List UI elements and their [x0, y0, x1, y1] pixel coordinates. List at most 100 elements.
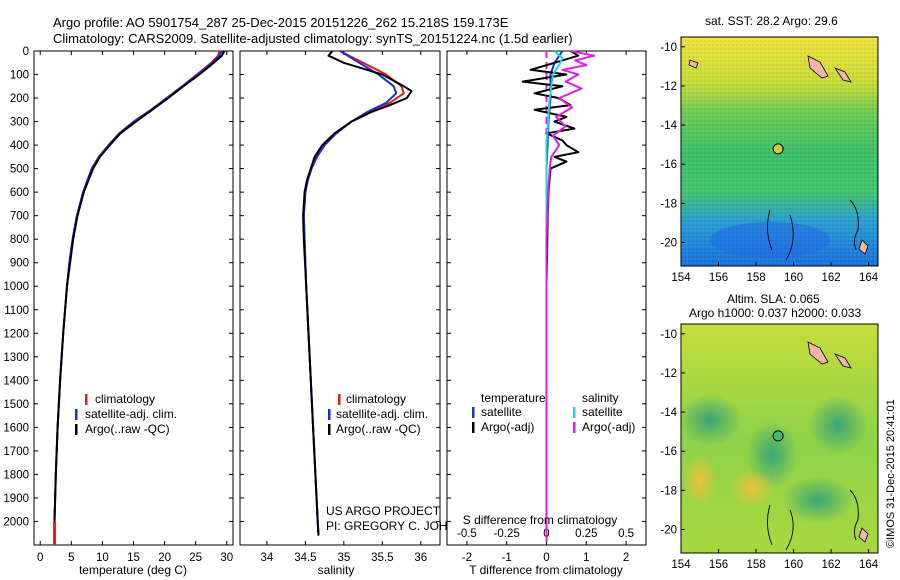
- lat-tick-label: -20: [660, 238, 677, 250]
- lon-tick-label: 160: [784, 559, 803, 571]
- depth-tick-label: 2000: [3, 516, 29, 528]
- depth-tick-label: 1000: [3, 281, 29, 293]
- legend-swatch-climatology: [85, 394, 88, 405]
- sla-high-patch: [730, 468, 774, 508]
- depth-tick-label: 600: [10, 187, 29, 199]
- x-tick-label: -2: [462, 552, 472, 564]
- legend-satellite-adj: satellite-adj. clim.: [85, 407, 177, 421]
- lon-tick-label: 164: [859, 559, 879, 571]
- legend-swatch-satellite: [328, 409, 331, 420]
- lon-tick-label: 162: [822, 559, 841, 571]
- depth-tick-label: 700: [10, 211, 29, 223]
- x-tick-label: 25: [189, 552, 202, 564]
- sla-high-patch: [682, 454, 718, 506]
- legend-swatch-argo: [328, 424, 331, 435]
- legend-argo: Argo(..raw -QC): [85, 422, 170, 436]
- x-tick-label: 2: [623, 552, 629, 564]
- sla-low-patch: [782, 476, 854, 524]
- lon-tick-label: 154: [671, 272, 691, 284]
- lon-tick-label: 156: [709, 559, 728, 571]
- x-tick-label: 10: [96, 552, 109, 564]
- lat-tick-label: -16: [660, 159, 677, 171]
- depth-tick-label: 800: [10, 234, 29, 246]
- legend-s-satellite: satellite: [582, 405, 623, 419]
- salinity-x-label: salinity: [318, 563, 355, 577]
- lon-tick-label: 156: [709, 272, 728, 284]
- legend-s-argo: Argo(-adj): [582, 420, 635, 434]
- imos-timestamp: ©IMOS 31-Dec-2015 20:41:01: [885, 399, 897, 548]
- salinity-panel: 34 34.5 35 35.5 36 salinity climatology sate…: [239, 50, 482, 577]
- lon-tick-label: 158: [746, 559, 765, 571]
- lat-tick-label: -18: [660, 198, 677, 210]
- lat-tick-label: -16: [660, 446, 677, 458]
- lon-tick-label: 162: [822, 272, 841, 284]
- lat-tick-label: -12: [660, 368, 677, 380]
- legend-argo: Argo(..raw -QC): [336, 422, 421, 436]
- salinity-series: [302, 50, 413, 536]
- sla-map: Altim. SLA: 0.065 Argo h1000: 0.037 h200…: [660, 292, 878, 571]
- difference-y-ticks: [447, 50, 646, 522]
- s-tick-label: -0.5: [457, 528, 477, 540]
- depth-tick-label: 1600: [3, 422, 29, 434]
- sla-map-title1: Altim. SLA: 0.065: [727, 292, 820, 306]
- temperature-axes: [33, 50, 234, 546]
- salinity-x-ticks: 34 34.5 35 35.5 36: [261, 51, 427, 564]
- legend-swatch-s-argo: [573, 422, 576, 433]
- figure-title-line1: Argo profile: AO 5901754_287 25-Dec-2015…: [53, 15, 509, 30]
- legend-salinity-heading: salinity: [582, 391, 619, 405]
- x-tick-label: 0: [37, 552, 43, 564]
- x-tick-label: 36: [414, 552, 427, 564]
- depth-tick-label: 100: [10, 70, 29, 82]
- island-icon: [807, 55, 829, 79]
- island-icon: [833, 353, 852, 369]
- legend-satellite-adj: satellite-adj. clim.: [336, 407, 428, 421]
- lat-tick-label: -18: [660, 485, 677, 497]
- island-icon: [858, 527, 869, 543]
- difference-panel: -2 -1 0 1 2 -0.5 -0.25 0 0.25 0.5 T difference f…: [446, 50, 647, 577]
- legend-swatch-s-satellite: [573, 407, 576, 418]
- s-tick-label: 0.25: [575, 528, 597, 540]
- legend-t-argo: Argo(-adj): [481, 420, 534, 434]
- depth-tick-label: 1100: [4, 305, 29, 317]
- temperature-x-label: temperature (deg C): [79, 563, 187, 577]
- lon-tick-label: 154: [671, 559, 691, 571]
- x-tick-label: 1: [583, 552, 589, 564]
- salinity-y-ticks: [240, 50, 440, 522]
- temperature-panel: 0100200300400500600700800900100011001200…: [3, 46, 234, 577]
- depth-tick-label: 1500: [3, 399, 29, 411]
- sst-map: sat. SST: 28.2 Argo: 29.6 154 156 158 160 16…: [660, 14, 878, 284]
- salinity-legend: climatology satellite-adj. clim. Argo(..…: [328, 392, 428, 436]
- legend-climatology: climatology: [95, 392, 155, 406]
- legend-swatch-climatology: [338, 394, 341, 405]
- depth-tick-label: 1700: [3, 446, 29, 458]
- sst-map-title: sat. SST: 28.2 Argo: 29.6: [705, 14, 838, 28]
- x-tick-label: 0: [543, 552, 549, 564]
- sla-low-patch: [808, 395, 868, 455]
- depth-tick-label: 900: [10, 258, 29, 270]
- legend-swatch-satellite: [75, 409, 78, 420]
- sla-map-ticks: 154 156 158 160 162 164 -10 -12 -14 -16 -18 -20: [660, 329, 878, 571]
- x-tick-label: 34: [261, 552, 274, 564]
- island-icon: [807, 341, 829, 365]
- series-line-argo-raw-qc-: [53, 50, 226, 536]
- depth-tick-label: 300: [10, 117, 29, 129]
- x-tick-label: 5: [68, 552, 74, 564]
- s-tick-label: 0.5: [618, 528, 634, 540]
- difference-series: [521, 50, 596, 536]
- x-tick-label: 34.5: [294, 552, 316, 564]
- depth-tick-label: 1300: [3, 352, 29, 364]
- legend-climatology: climatology: [346, 392, 406, 406]
- depth-ticks-temperature: 0 100 200 300 400 500 600 700 800 900 1000 1100 1200…: [3, 46, 233, 528]
- depth-tick-label: 1200: [3, 328, 29, 340]
- depth-tick-label: 1900: [3, 493, 29, 505]
- temperature-x-ticks: 0 5 10 15 20 25 30: [37, 51, 233, 564]
- legend-swatch-t-argo: [472, 422, 475, 433]
- island-icon: [858, 239, 869, 255]
- lon-tick-label: 158: [746, 272, 765, 284]
- lat-tick-label: -10: [660, 329, 677, 341]
- lat-tick-label: -10: [660, 42, 677, 54]
- depth-tick-label: 500: [10, 164, 29, 176]
- legend-temperature-heading: temperature: [481, 391, 546, 405]
- lat-tick-label: -20: [660, 525, 677, 537]
- difference-legend: temperature satellite Argo(-adj) salinit…: [472, 391, 635, 434]
